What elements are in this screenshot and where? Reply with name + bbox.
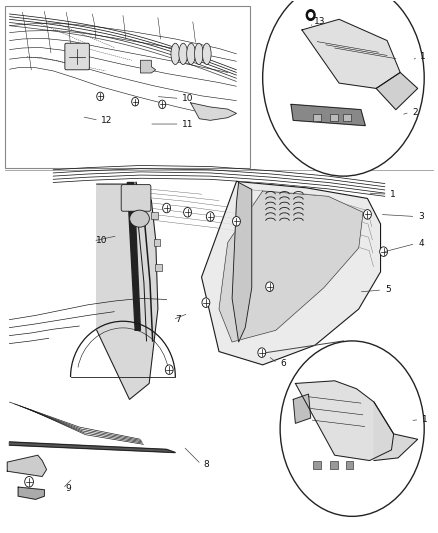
Polygon shape: [141, 60, 155, 73]
Polygon shape: [7, 455, 46, 477]
FancyBboxPatch shape: [330, 461, 338, 469]
Circle shape: [25, 477, 33, 487]
Circle shape: [364, 209, 371, 219]
Polygon shape: [10, 442, 175, 453]
Text: 7: 7: [175, 315, 181, 324]
Ellipse shape: [187, 43, 195, 64]
FancyBboxPatch shape: [65, 43, 89, 70]
Text: 6: 6: [280, 359, 286, 368]
Polygon shape: [376, 72, 418, 110]
Text: 8: 8: [204, 460, 209, 469]
Polygon shape: [18, 487, 44, 499]
Ellipse shape: [130, 210, 149, 227]
Text: 1: 1: [420, 52, 426, 61]
FancyBboxPatch shape: [313, 114, 321, 122]
Circle shape: [132, 98, 139, 106]
Circle shape: [306, 10, 315, 20]
FancyBboxPatch shape: [5, 6, 250, 168]
Circle shape: [184, 207, 191, 217]
Circle shape: [380, 247, 388, 256]
Ellipse shape: [202, 43, 211, 64]
Circle shape: [258, 348, 266, 358]
Circle shape: [97, 92, 104, 101]
FancyBboxPatch shape: [153, 239, 160, 246]
Polygon shape: [232, 182, 252, 342]
Text: 3: 3: [418, 212, 424, 221]
Ellipse shape: [194, 43, 203, 64]
Polygon shape: [191, 103, 237, 120]
Circle shape: [309, 13, 313, 18]
FancyBboxPatch shape: [330, 114, 338, 122]
Circle shape: [165, 365, 173, 374]
Text: 5: 5: [385, 285, 391, 294]
Polygon shape: [201, 181, 381, 365]
Circle shape: [280, 341, 424, 516]
Polygon shape: [302, 19, 400, 88]
Polygon shape: [97, 184, 158, 399]
Text: 12: 12: [101, 116, 113, 125]
Text: 1: 1: [422, 415, 428, 424]
FancyBboxPatch shape: [151, 212, 158, 219]
Text: 10: 10: [182, 94, 194, 103]
Circle shape: [206, 212, 214, 221]
Text: 4: 4: [418, 239, 424, 248]
Text: 10: 10: [96, 237, 107, 246]
Circle shape: [233, 216, 240, 226]
FancyBboxPatch shape: [313, 461, 321, 469]
Text: 2: 2: [412, 108, 417, 117]
Text: 9: 9: [65, 484, 71, 493]
Circle shape: [202, 298, 210, 308]
Ellipse shape: [179, 43, 187, 64]
FancyBboxPatch shape: [346, 461, 353, 469]
Ellipse shape: [171, 43, 180, 64]
Polygon shape: [374, 402, 418, 461]
Text: 11: 11: [182, 119, 194, 128]
Circle shape: [162, 203, 170, 213]
FancyBboxPatch shape: [121, 184, 151, 211]
Polygon shape: [295, 381, 394, 461]
Polygon shape: [291, 104, 365, 126]
Circle shape: [159, 100, 166, 109]
Text: 13: 13: [314, 18, 326, 27]
Circle shape: [266, 282, 274, 292]
Polygon shape: [219, 191, 363, 342]
FancyBboxPatch shape: [343, 114, 351, 122]
Polygon shape: [127, 182, 141, 330]
Text: 1: 1: [390, 190, 396, 199]
Polygon shape: [293, 394, 311, 423]
FancyBboxPatch shape: [155, 264, 162, 271]
Circle shape: [263, 0, 424, 176]
